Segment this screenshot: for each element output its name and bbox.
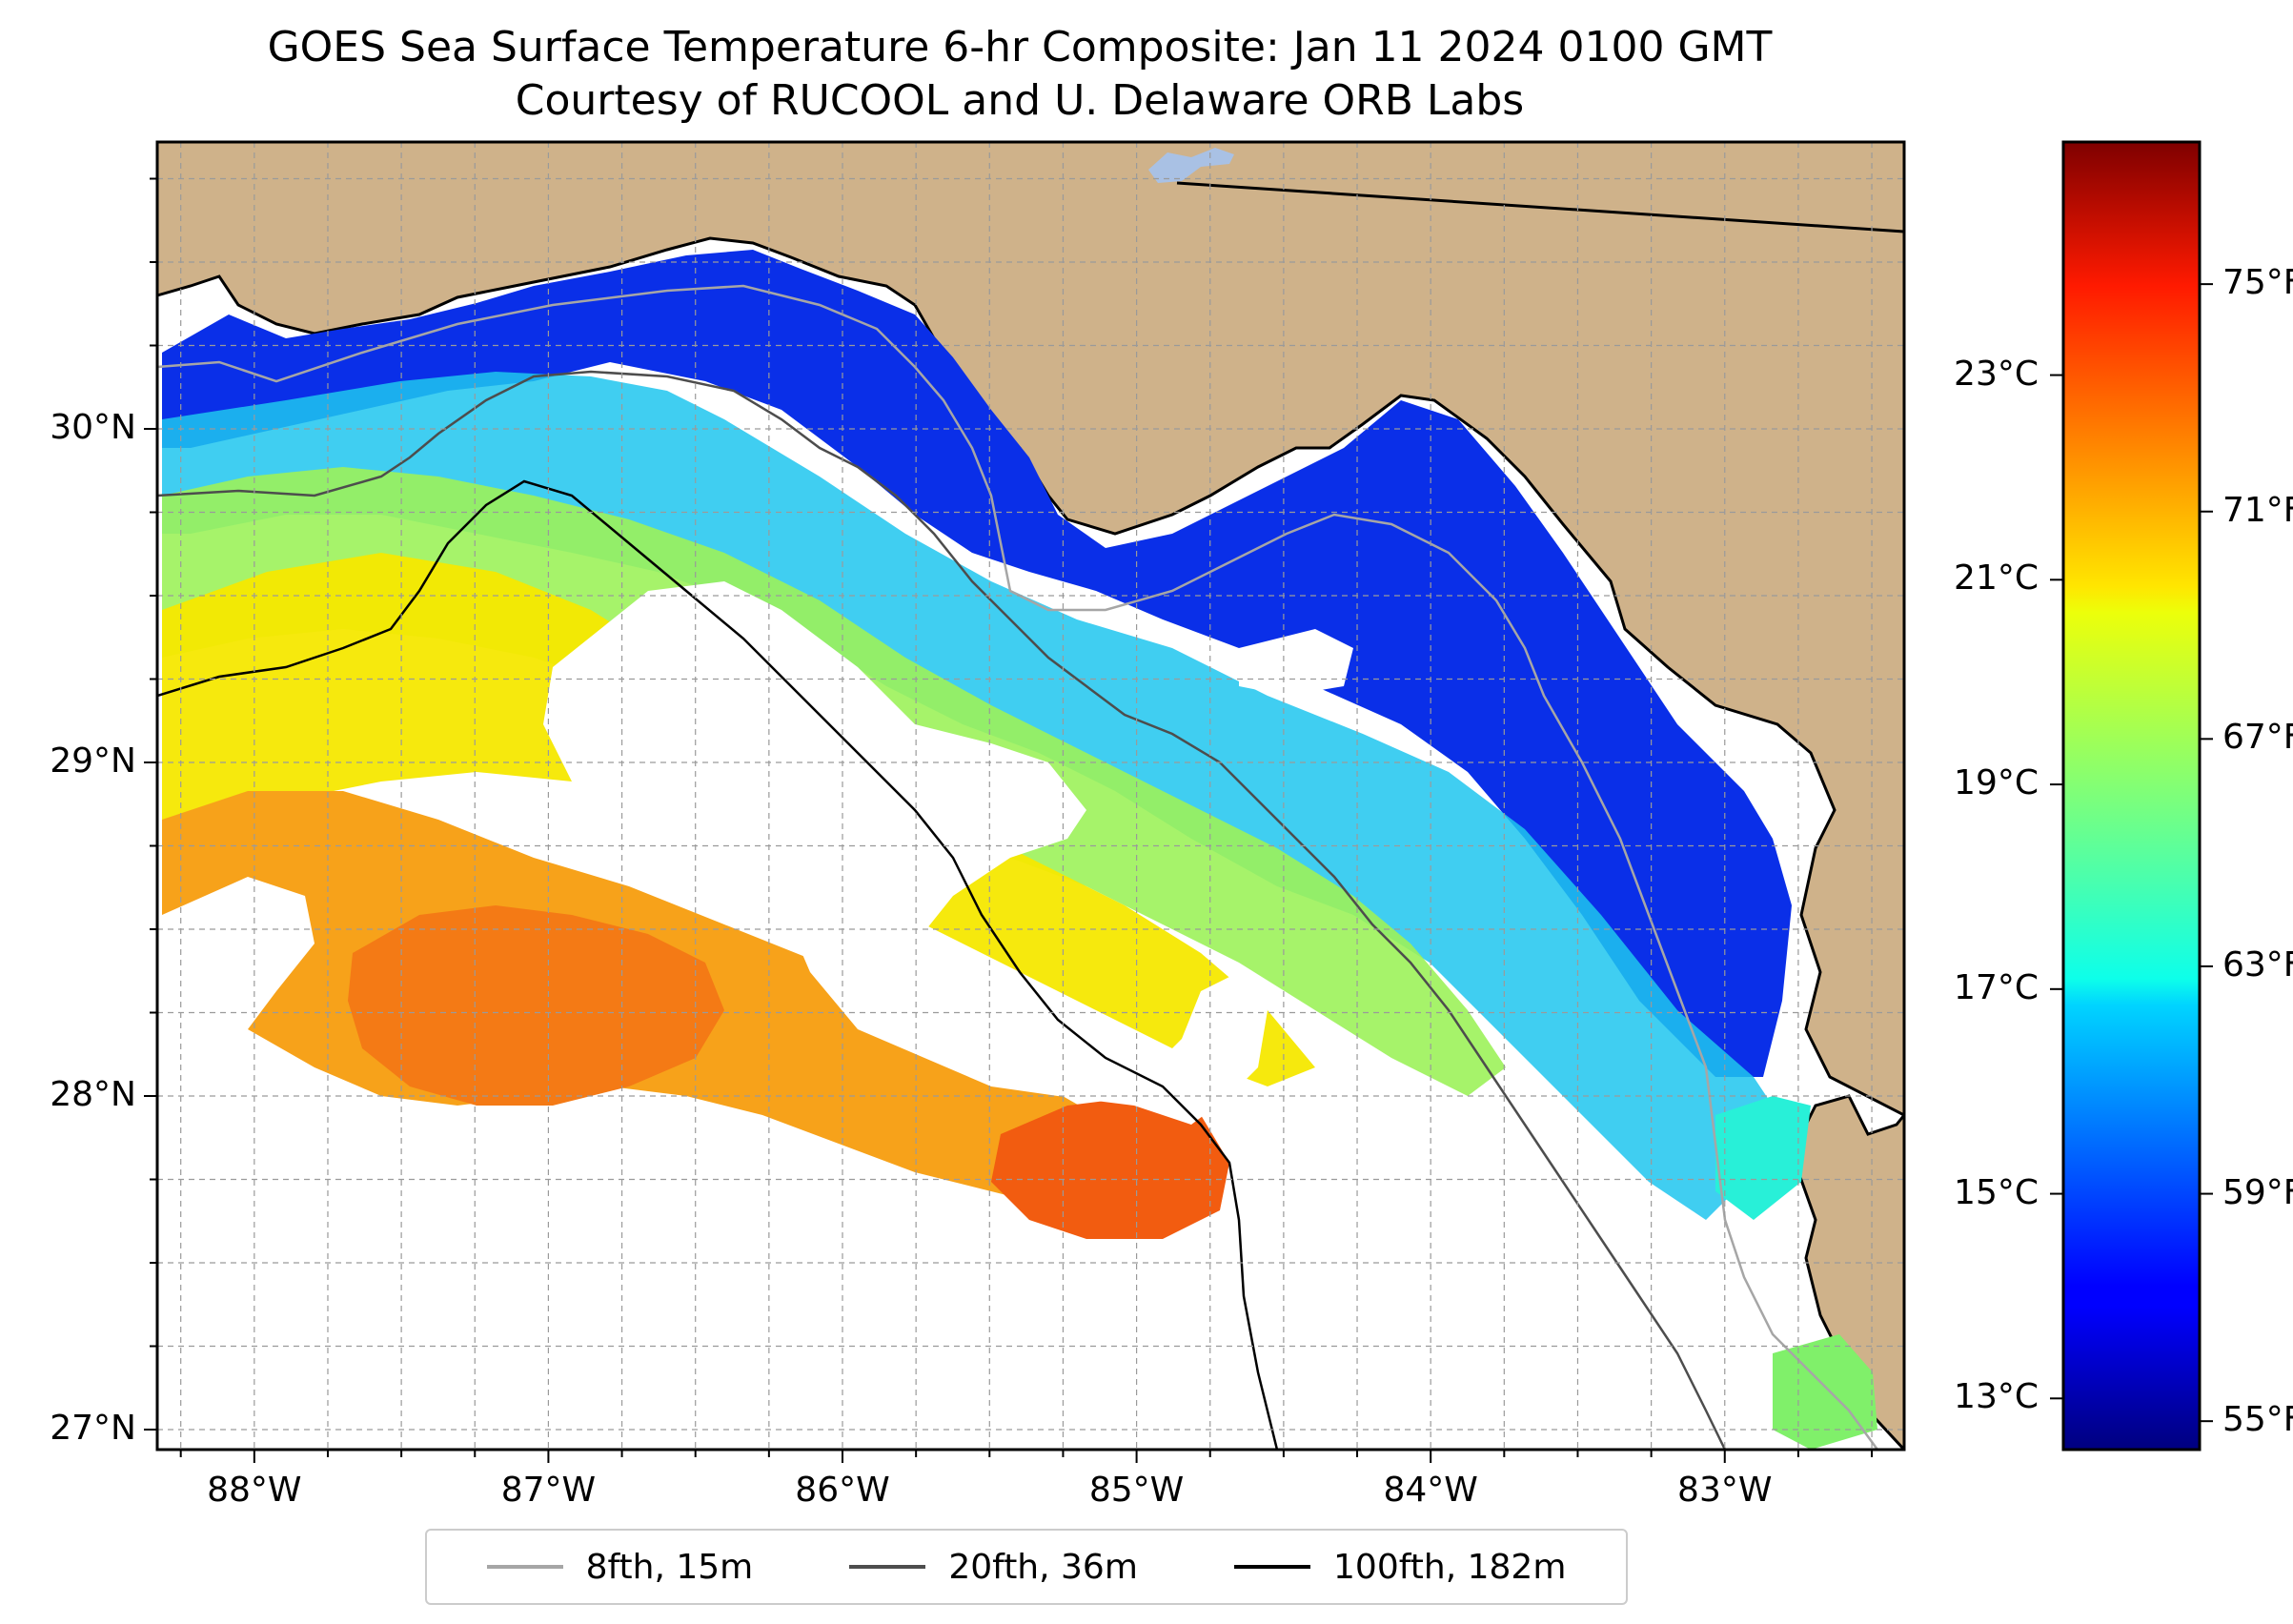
colorbar-label-f: 75°F	[2222, 263, 2293, 303]
lon-tick-label: 86°W	[795, 1471, 890, 1510]
legend-label-20fth: 20fth, 36m	[948, 1547, 1138, 1587]
legend-item-100fth: 100fth, 182m	[1234, 1548, 1566, 1587]
colorbar-label-f: 63°F	[2222, 944, 2293, 985]
lat-tick-label: 28°N	[50, 1075, 136, 1114]
lon-tick-label: 84°W	[1383, 1471, 1478, 1510]
title-line-2: Courtesy of RUCOOL and U. Delaware ORB L…	[515, 76, 1525, 125]
nodata-gap-southwest	[157, 877, 953, 1420]
legend-label-8fth: 8fth, 15m	[585, 1547, 754, 1587]
sst-warm-patch-west	[348, 905, 724, 1106]
legend-label-100fth: 100fth, 182m	[1333, 1547, 1567, 1587]
colorbar-label-c: 13°C	[1954, 1377, 2039, 1417]
lat-tick-label: 30°N	[50, 408, 136, 447]
colorbar-label-c: 15°C	[1954, 1172, 2039, 1212]
land-mass	[157, 142, 1904, 1450]
map-frame	[155, 140, 1906, 1451]
colorbar-label-c: 19°C	[1954, 763, 2039, 803]
sst-warm-patch-south	[991, 1096, 1229, 1239]
legend-line-20fth	[849, 1565, 926, 1569]
nodata-gap-center	[543, 581, 1268, 1125]
colorbar-label-f: 71°F	[2222, 490, 2293, 530]
colorbar-label-c: 23°C	[1954, 354, 2039, 394]
isobath-20fth	[157, 370, 1727, 1450]
title-line-1: GOES Sea Surface Temperature 6-hr Compos…	[267, 23, 1773, 71]
lat-tick-label: 29°N	[50, 741, 136, 781]
sst-cold-band	[162, 250, 1792, 1077]
colorbar-label-f: 55°F	[2222, 1400, 2293, 1440]
sst-cyan-band	[162, 372, 1773, 1220]
map-area	[157, 142, 1904, 1450]
lake	[1148, 148, 1234, 183]
sst-cyan-patch-se	[1715, 1096, 1811, 1220]
legend-line-8fth	[486, 1565, 563, 1569]
map-gridlines	[157, 142, 1904, 1450]
axis-ticks	[144, 177, 1874, 1463]
lat-tick-label: 27°N	[50, 1409, 136, 1448]
isobath-8fth	[157, 284, 1879, 1450]
lon-tick-label: 85°W	[1088, 1471, 1185, 1510]
legend-item-20fth: 20fth, 36m	[849, 1548, 1138, 1587]
nodata-gap-south	[1239, 1182, 1830, 1450]
state-border	[1176, 181, 1904, 233]
colorbar-label-f: 67°F	[2222, 718, 2293, 758]
isobath-100fth	[157, 479, 1279, 1450]
colorbar	[2061, 140, 2202, 1451]
map-title: GOES Sea Surface Temperature 6-hr Compos…	[0, 21, 2039, 128]
colorbar-ticks	[2050, 283, 2213, 1423]
legend-line-100fth	[1234, 1565, 1311, 1569]
lon-tick-label: 88°W	[207, 1471, 302, 1510]
lon-tick-label: 83°W	[1677, 1471, 1773, 1510]
legend-item-8fth: 8fth, 15m	[486, 1547, 754, 1587]
colorbar-label-f: 59°F	[2222, 1172, 2293, 1212]
colorbar-label-c: 21°C	[1954, 558, 2039, 599]
lon-tick-label: 87°W	[500, 1471, 597, 1510]
isobath-legend: 8fth, 15m 20fth, 36m 100fth, 182m	[425, 1529, 1628, 1605]
colorbar-label-c: 17°C	[1954, 967, 2039, 1007]
